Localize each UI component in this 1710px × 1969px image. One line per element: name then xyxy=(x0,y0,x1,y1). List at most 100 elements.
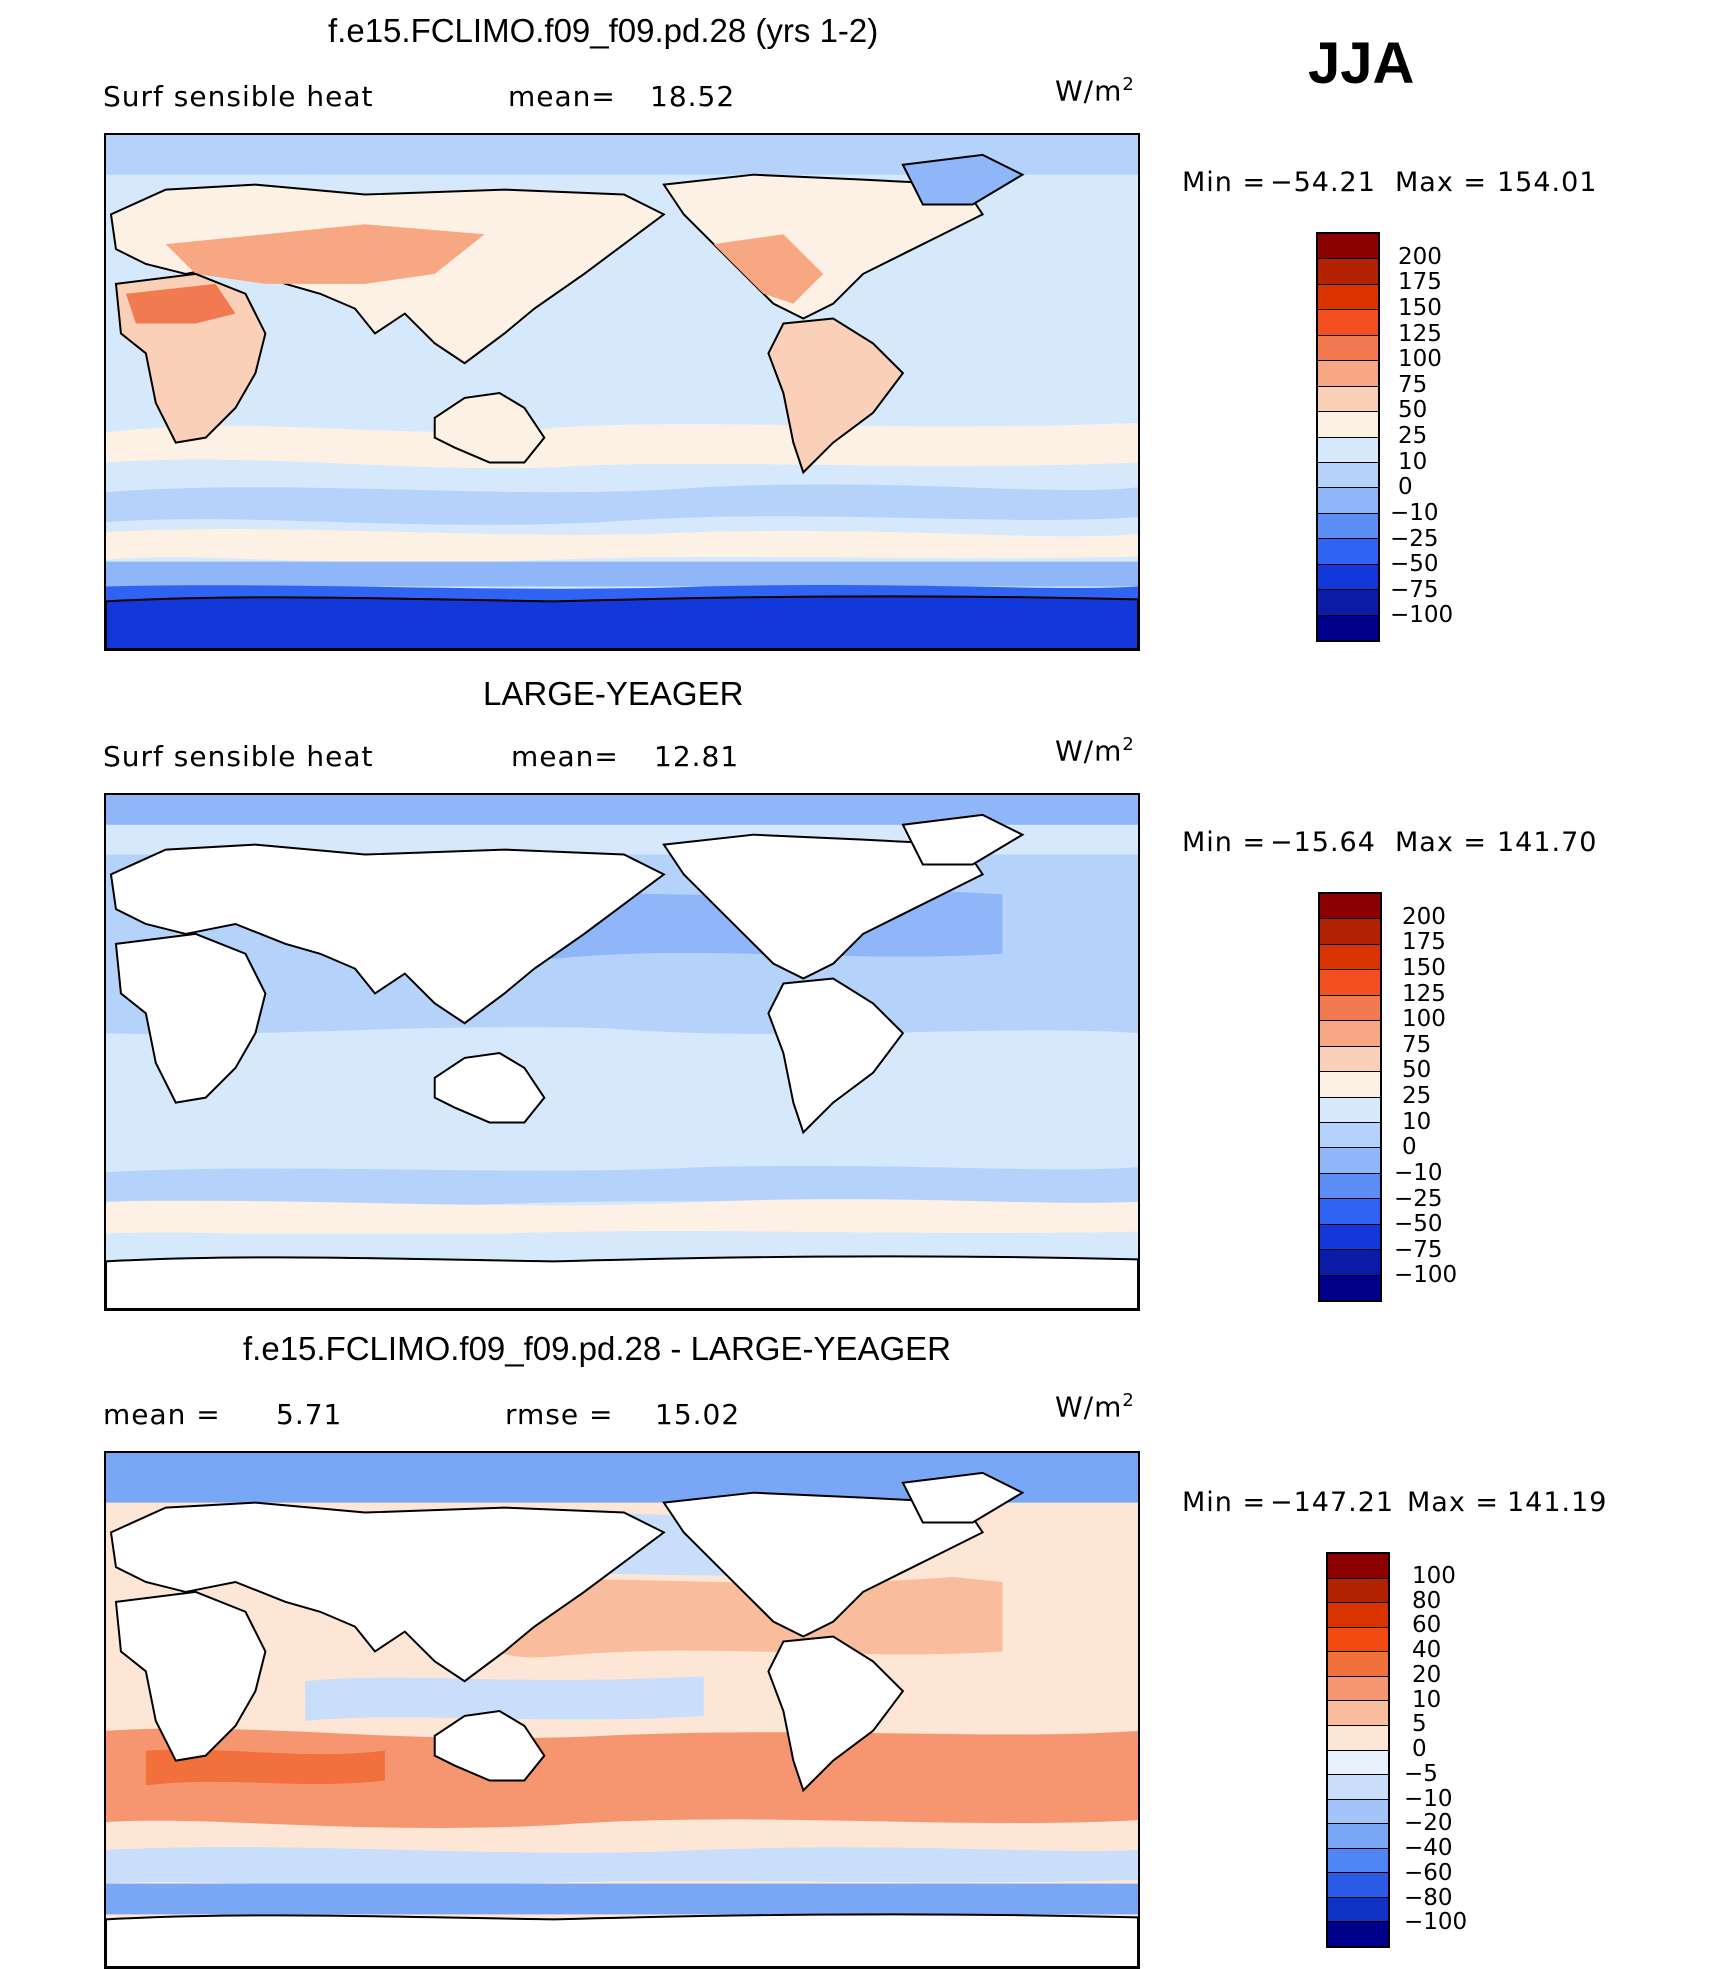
colorbar-box xyxy=(1328,1627,1388,1653)
colorbar-tick-label: −50 xyxy=(1394,1211,1443,1238)
panel-2-mean-label: mean= xyxy=(511,740,619,773)
season-label: JJA xyxy=(1308,31,1415,96)
panel-1-max-value: 154.01 xyxy=(1497,167,1598,198)
colorbar-tick-label: 200 xyxy=(1402,903,1446,930)
colorbar-tick-label: 175 xyxy=(1402,929,1446,956)
colorbar-tick-label: 100 xyxy=(1412,1562,1456,1589)
colorbar-tick-label: −100 xyxy=(1404,1909,1468,1936)
colorbar-box xyxy=(1318,615,1378,640)
colorbar-tick-label: 100 xyxy=(1402,1006,1446,1033)
panel-2-variable-label: Surf sensible heat xyxy=(103,740,374,773)
colorbar-tick-label: −60 xyxy=(1404,1859,1453,1886)
colorbar-box xyxy=(1328,1922,1388,1946)
colorbar-tick-label: 80 xyxy=(1412,1587,1442,1614)
colorbar-box xyxy=(1320,970,1380,996)
panel-3-mean-label: mean = xyxy=(103,1398,221,1431)
panel-3-colorbar xyxy=(1326,1552,1390,1948)
panel-2-map xyxy=(104,793,1140,1311)
colorbar-tick-label: 50 xyxy=(1402,1057,1432,1084)
colorbar-box xyxy=(1320,995,1380,1022)
colorbar-tick-label: 10 xyxy=(1398,448,1428,475)
colorbar-tick-label: 25 xyxy=(1398,423,1428,449)
panel-3-rmse-value: 15.02 xyxy=(655,1398,741,1431)
colorbar-box xyxy=(1318,361,1378,387)
panel-2-units-sup: 2 xyxy=(1122,734,1135,755)
colorbar-tick-label: −100 xyxy=(1394,1262,1458,1289)
panel-1-variable-label: Surf sensible heat xyxy=(103,80,374,113)
panel-1-units-sup: 2 xyxy=(1122,74,1135,95)
colorbar-box xyxy=(1318,386,1378,413)
colorbar-box xyxy=(1318,462,1378,489)
colorbar-box xyxy=(1318,259,1378,285)
panel-3-units-sup: 2 xyxy=(1122,1390,1135,1411)
panel-2-max-value: 141.70 xyxy=(1497,827,1598,858)
colorbar-box xyxy=(1318,284,1378,311)
panel-2-mean-value: 12.81 xyxy=(654,740,740,773)
panel-1-min-value: −54.21 xyxy=(1270,167,1376,198)
panel-1-mean-value: 18.52 xyxy=(650,80,736,113)
colorbar-box xyxy=(1328,1652,1388,1677)
panel-3-units: W/m2 xyxy=(1055,1390,1135,1423)
colorbar-box xyxy=(1320,1021,1380,1047)
colorbar-tick-label: −25 xyxy=(1390,525,1439,552)
colorbar-box xyxy=(1320,1199,1380,1225)
colorbar-box xyxy=(1320,894,1380,920)
colorbar-box xyxy=(1320,1173,1380,1200)
colorbar-box xyxy=(1320,944,1380,971)
colorbar-box xyxy=(1328,1554,1388,1579)
colorbar-tick-label: 150 xyxy=(1402,954,1446,981)
panel-2-max-label: Max = xyxy=(1395,827,1488,858)
colorbar-box xyxy=(1318,335,1378,362)
colorbar-box xyxy=(1320,1148,1380,1174)
panel-2-min-value: −15.64 xyxy=(1270,827,1376,858)
colorbar-box xyxy=(1318,437,1378,463)
panel-3-max-value: 141.19 xyxy=(1507,1487,1608,1518)
colorbar-box xyxy=(1320,1097,1380,1123)
panel-2-colorbar-labels: 200 175 150 125 100 75 50 25 10 0 −10 −25 −50 −75 −100 xyxy=(1394,892,1502,1302)
colorbar-box xyxy=(1320,1250,1380,1276)
panel-1-mean-label: mean= xyxy=(508,80,616,113)
colorbar-tick-label: 50 xyxy=(1398,397,1428,424)
colorbar-box xyxy=(1328,1873,1388,1898)
colorbar-tick-label: 10 xyxy=(1402,1108,1432,1135)
colorbar-tick-label: 75 xyxy=(1402,1031,1432,1058)
panel-3-min-value: −147.21 xyxy=(1270,1487,1395,1518)
colorbar-tick-label: −10 xyxy=(1394,1159,1443,1186)
colorbar-box xyxy=(1328,1824,1388,1849)
panel-3-rmse-label: rmse = xyxy=(505,1398,614,1431)
colorbar-tick-label: −100 xyxy=(1390,602,1454,629)
panel-3-map xyxy=(104,1451,1140,1969)
colorbar-box xyxy=(1318,564,1378,591)
panel-2-title: LARGE-YEAGER xyxy=(483,675,744,712)
panel-3-max-label: Max = xyxy=(1407,1487,1500,1518)
panel-1-colorbar-labels: 200 175 150 125 100 75 50 25 10 0 −10 −25 −50 −75 −100 xyxy=(1390,232,1498,642)
colorbar-box xyxy=(1318,234,1378,260)
colorbar-tick-label: 125 xyxy=(1398,320,1442,347)
colorbar-tick-label: −10 xyxy=(1390,499,1439,526)
colorbar-tick-label: 200 xyxy=(1398,243,1442,270)
colorbar-tick-label: −5 xyxy=(1404,1760,1438,1787)
colorbar-box xyxy=(1320,1224,1380,1251)
colorbar-box xyxy=(1320,1275,1380,1300)
colorbar-tick-label: 20 xyxy=(1412,1661,1442,1688)
panel-1-colorbar xyxy=(1316,232,1380,642)
colorbar-box xyxy=(1328,1725,1388,1751)
colorbar-box xyxy=(1318,590,1378,616)
panel-1-max-label: Max = xyxy=(1395,167,1488,198)
colorbar-tick-label: 60 xyxy=(1412,1612,1442,1639)
colorbar-box xyxy=(1320,1072,1380,1098)
colorbar-tick-label: 0 xyxy=(1402,1134,1417,1161)
colorbar-box xyxy=(1320,1046,1380,1073)
colorbar-box xyxy=(1328,1701,1388,1726)
colorbar-box xyxy=(1328,1603,1388,1628)
colorbar-tick-label: −40 xyxy=(1404,1835,1453,1861)
colorbar-box xyxy=(1318,310,1378,336)
colorbar-box xyxy=(1318,513,1378,540)
panel-1-map xyxy=(104,133,1140,651)
colorbar-tick-label: 5 xyxy=(1412,1711,1427,1738)
colorbar-tick-label: 10 xyxy=(1412,1686,1442,1713)
colorbar-tick-label: 125 xyxy=(1402,980,1446,1007)
colorbar-box xyxy=(1318,412,1378,438)
panel-2-units-base: W/m xyxy=(1055,734,1123,768)
colorbar-box xyxy=(1328,1578,1388,1604)
